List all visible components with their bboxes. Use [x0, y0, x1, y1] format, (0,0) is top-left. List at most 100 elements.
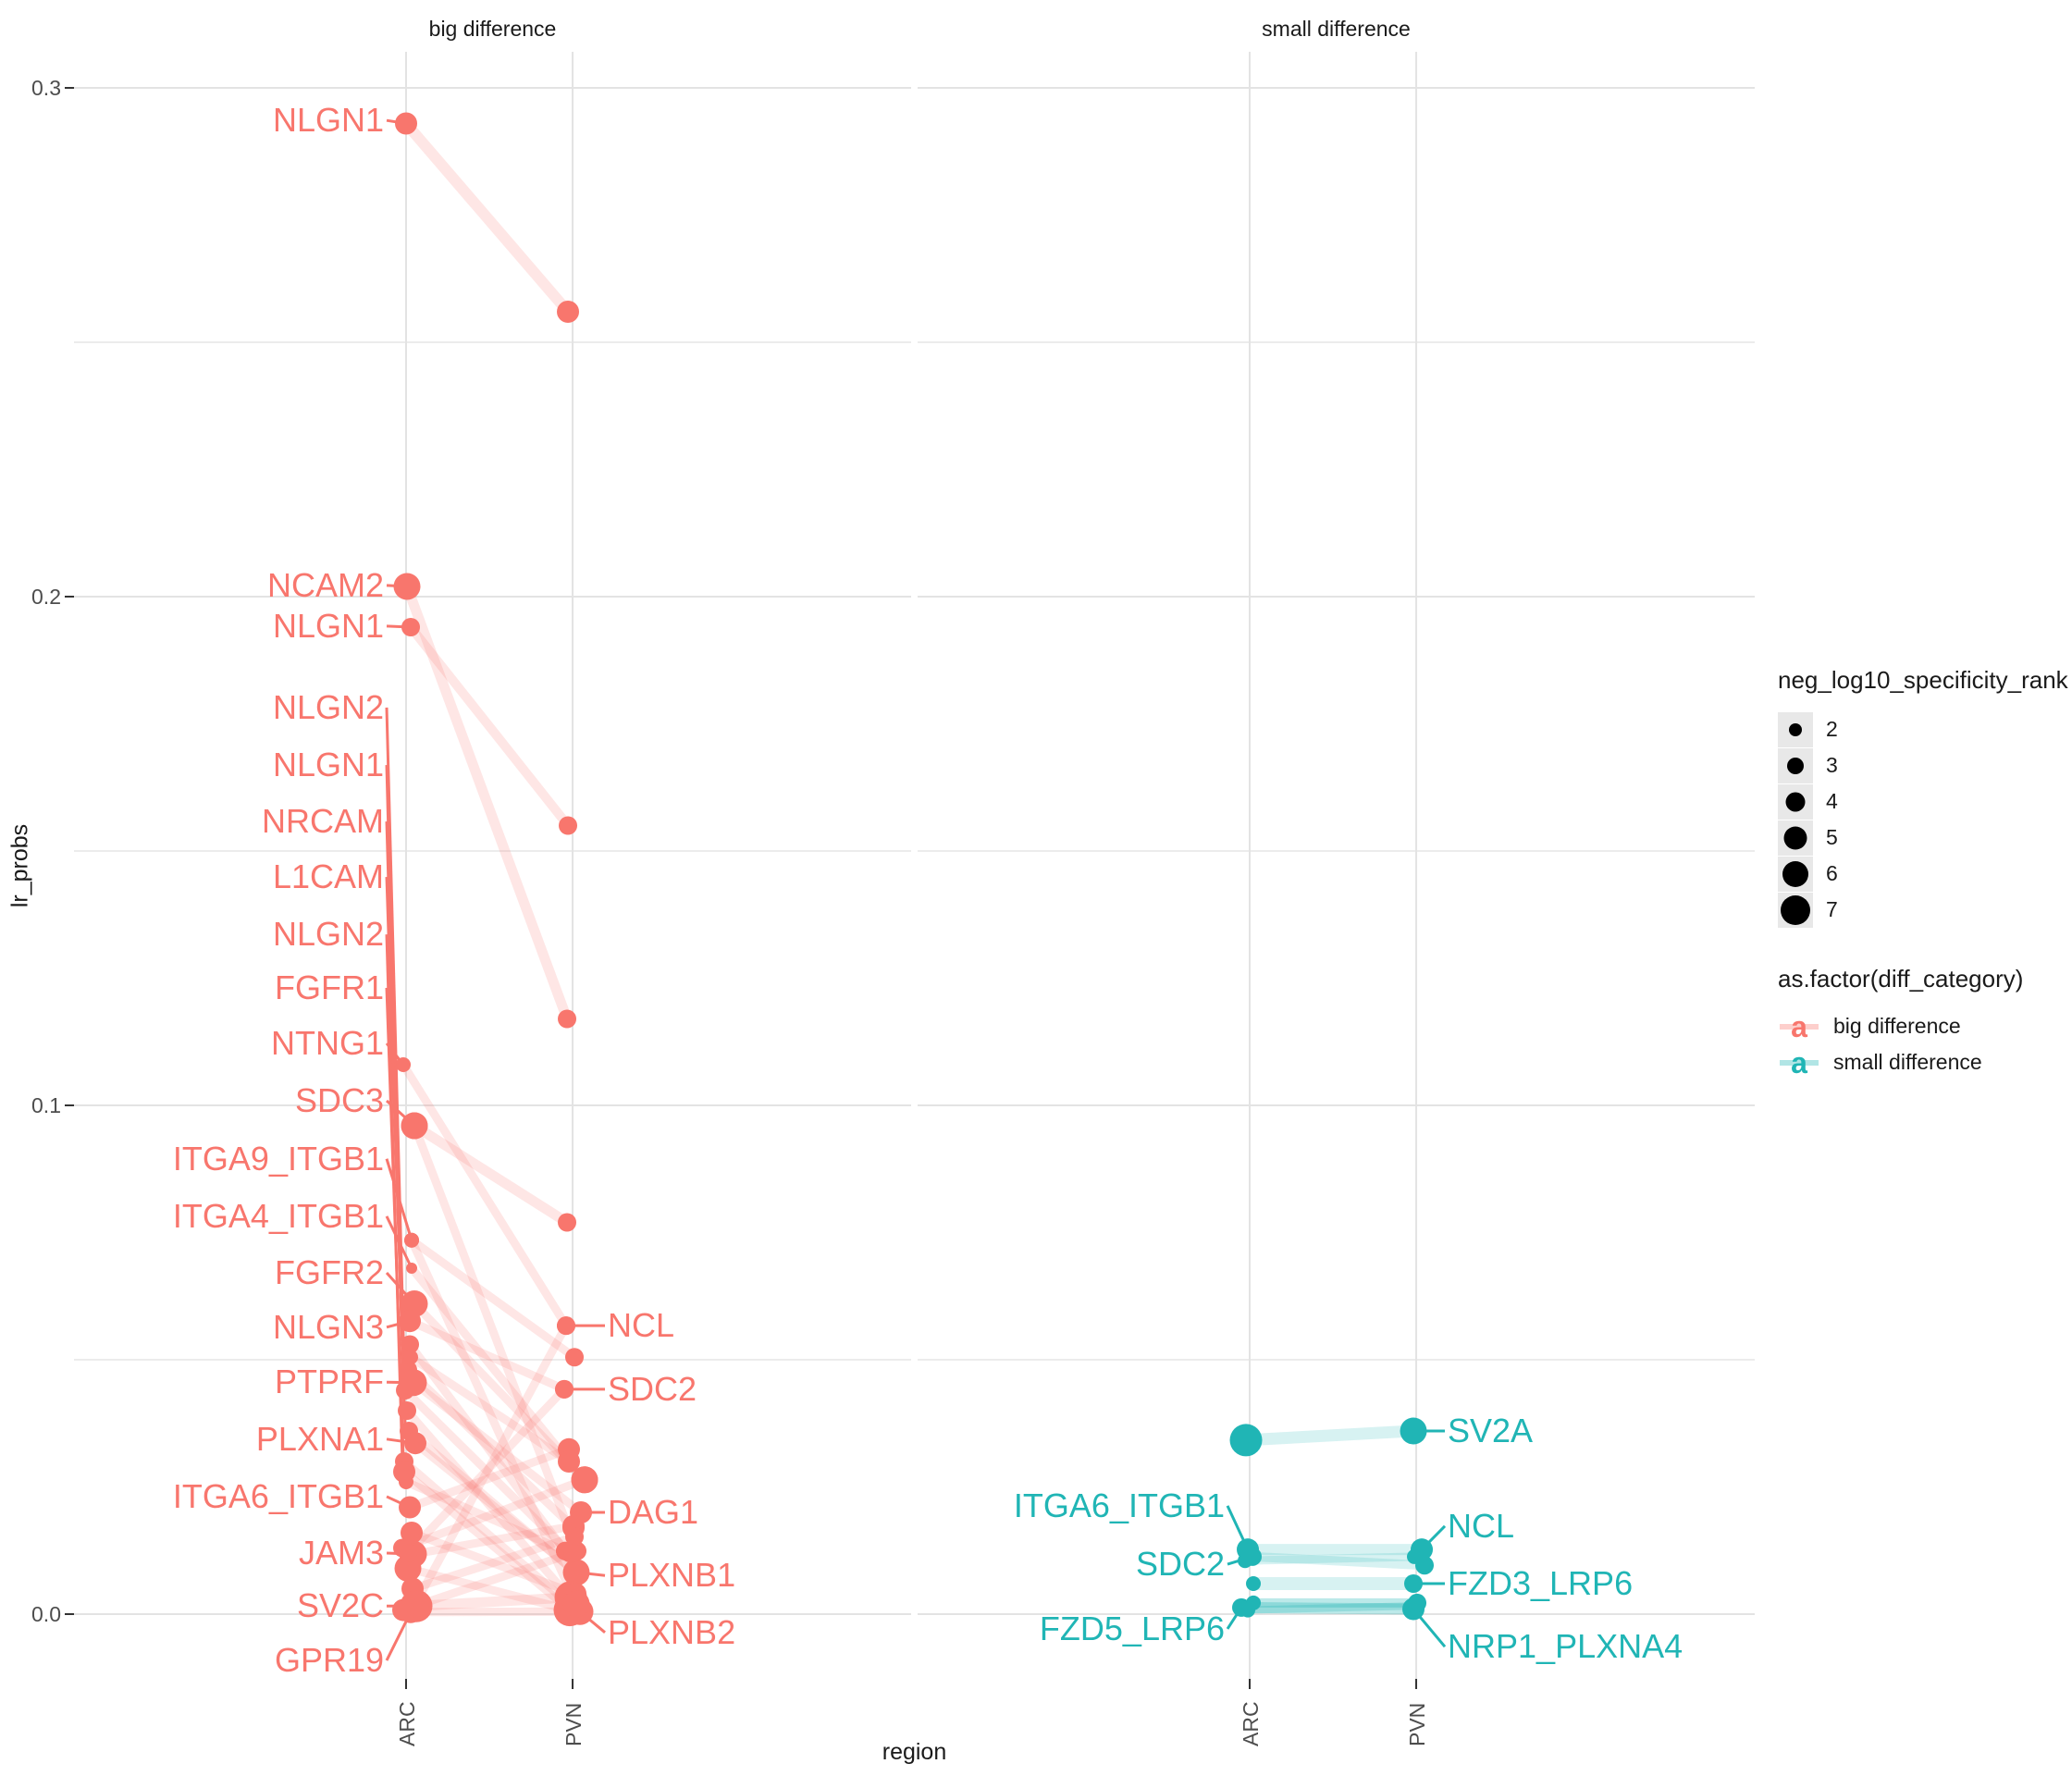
point-label: NRP1_PLXNA4 [1448, 1627, 1683, 1665]
size-legend-key [1778, 783, 1813, 820]
facet-title-small-difference: small difference [1262, 17, 1411, 41]
pair-line [410, 1528, 577, 1598]
pair-line [404, 1477, 567, 1555]
pair-line [401, 1475, 586, 1552]
pair-line [408, 1445, 571, 1511]
size-legend-key [1778, 711, 1813, 747]
color-legend-label: small difference [1833, 1050, 1982, 1074]
data-point [562, 1590, 590, 1618]
data-point [558, 1450, 581, 1473]
point-label: ITGA6_ITGB1 [173, 1477, 384, 1515]
color-legend-items: a big difference a small difference [1778, 1008, 2070, 1080]
leader-line [385, 1158, 413, 1241]
point-label: NLGN2 [273, 915, 384, 953]
point-label: ITGA6_ITGB1 [1014, 1486, 1225, 1524]
data-point [399, 1310, 422, 1333]
point-label: SDC3 [295, 1081, 384, 1119]
leader-line [385, 1215, 413, 1269]
point-label: FZD5_LRP6 [1040, 1610, 1225, 1647]
facet-panel: ITGA6_ITGB1 SDC2 FZD5_LRP6 SV2A NCL FZD3_LRP6… [1014, 1412, 1683, 1665]
data-point [398, 1401, 417, 1420]
size-legend-key [1778, 856, 1813, 892]
legend-a-glyph-icon: a [1791, 1046, 1807, 1079]
data-point [404, 1432, 427, 1455]
size-legend-label: 3 [1826, 753, 1838, 777]
pair-line [408, 1265, 573, 1464]
y-tick-label: 0.1 [31, 1093, 61, 1117]
point-label: JAM3 [299, 1534, 384, 1572]
pair-line [411, 1301, 588, 1483]
point-label: NLGN2 [273, 688, 384, 726]
size-legend-row: 4 [1778, 783, 2070, 820]
data-point [403, 1350, 419, 1365]
pair-line [411, 1533, 576, 1593]
pair-line [401, 585, 573, 1021]
point-label: NCL [608, 1306, 674, 1344]
data-point [393, 573, 421, 600]
color-legend-title: as.factor(diff_category) [1778, 965, 2024, 993]
point-label: FGFR1 [275, 968, 384, 1006]
pair-line [408, 1317, 566, 1394]
point-label: PTPRF [275, 1363, 384, 1400]
point-label: PLXNA1 [256, 1420, 384, 1458]
y-tick-label: 0.2 [31, 585, 61, 609]
data-point [404, 1232, 420, 1248]
color-legend-key: a [1780, 1046, 1819, 1079]
pair-line [407, 1238, 581, 1606]
x-tick-label: PVN [561, 1703, 586, 1746]
leader-line [385, 707, 406, 1371]
data-point [1404, 1574, 1424, 1593]
size-legend-title: neg_log10_specificity_rank [1778, 666, 2068, 694]
point-label: SDC2 [1136, 1545, 1225, 1583]
size-legend-key [1778, 892, 1813, 928]
pair-line [1245, 1424, 1414, 1447]
data-point [400, 1369, 427, 1397]
size-legend-key [1778, 747, 1813, 783]
data-point [1400, 1417, 1427, 1445]
point-label: NLGN1 [273, 746, 384, 783]
pair-line [1244, 1552, 1415, 1565]
data-point [396, 1057, 412, 1072]
x-axis-title: region [882, 1739, 947, 1765]
color-legend-row: a small difference [1778, 1044, 2070, 1080]
data-point [558, 1009, 577, 1029]
point-label: NRCAM [262, 802, 384, 840]
point-label: SDC2 [608, 1370, 697, 1408]
data-point [557, 1316, 576, 1336]
pair-line [1240, 1601, 1414, 1615]
pair-line [406, 1427, 579, 1577]
pair-line [401, 1468, 574, 1615]
point-label: DAG1 [608, 1493, 698, 1531]
pair-line [410, 1124, 582, 1553]
point-label: SV2C [297, 1586, 384, 1624]
pair-line [400, 1062, 570, 1328]
point-label: GPR19 [275, 1641, 384, 1679]
pair-line [401, 1387, 574, 1557]
data-point [394, 1555, 422, 1582]
point-label: NLGN1 [273, 607, 384, 645]
data-point [1407, 1548, 1423, 1564]
size-legend-row: 7 [1778, 892, 2070, 928]
point-label: L1CAM [273, 857, 384, 895]
pair-line [403, 1408, 574, 1602]
data-point [1246, 1576, 1262, 1591]
pair-line [412, 1121, 570, 1227]
legend-a-glyph-icon: a [1791, 1010, 1807, 1043]
size-legend-label: 7 [1826, 897, 1838, 921]
data-point [392, 1598, 415, 1622]
data-point [1229, 1424, 1263, 1457]
size-legend-dot-icon [1781, 894, 1810, 925]
y-axis-title: lr_probs [6, 823, 33, 908]
y-tick-label: 0.0 [31, 1602, 61, 1626]
data-point [399, 1496, 422, 1519]
data-point [571, 1466, 598, 1494]
data-point [558, 1213, 577, 1232]
data-point [562, 1559, 590, 1586]
facet-title-big-difference: big difference [428, 17, 557, 41]
size-legend-dot-icon [1782, 860, 1808, 887]
data-point [563, 1544, 583, 1562]
size-legend-dot-icon [1783, 826, 1807, 849]
data-point [401, 1112, 428, 1140]
pair-line [404, 1366, 577, 1531]
